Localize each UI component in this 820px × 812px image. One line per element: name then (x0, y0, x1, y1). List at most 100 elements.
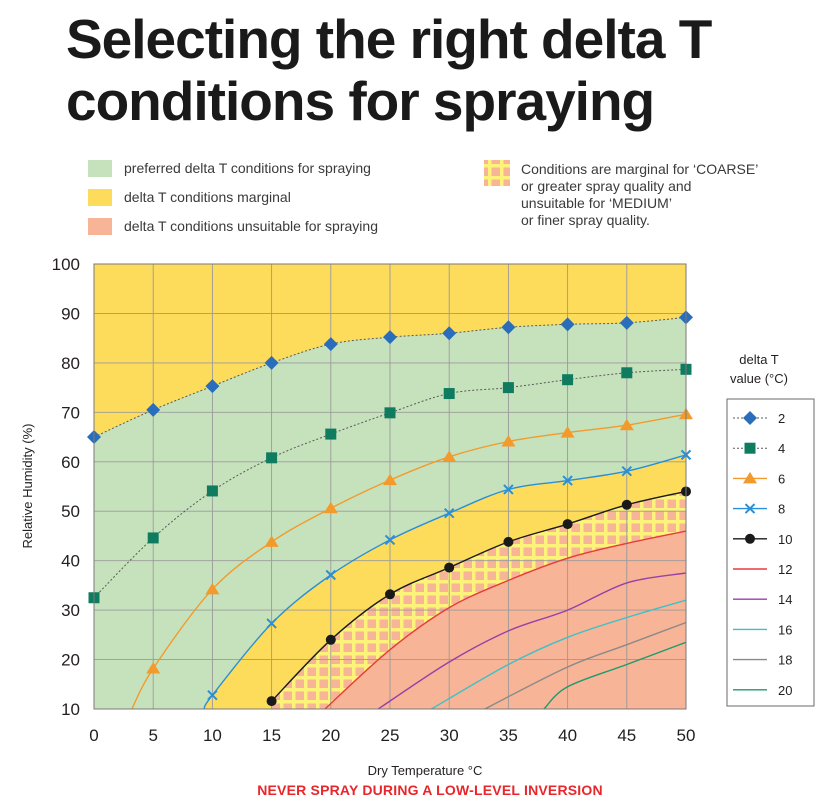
data-point-dt-2 (560, 317, 575, 332)
data-point-dt-6 (146, 661, 161, 674)
data-point-dt-6 (205, 582, 220, 595)
data-point-dt-4 (266, 452, 278, 464)
x-tick-label: 20 (321, 726, 340, 745)
legend-label-dt-10: 10 (778, 532, 792, 547)
y-tick-label: 70 (61, 403, 80, 422)
note-line-3: unsuitable for ‘MEDIUM’ (521, 195, 672, 211)
legend-label-dt-12: 12 (778, 562, 792, 577)
hatch-note: Conditions are marginal for ‘COARSE’ or … (521, 161, 811, 229)
data-point-dt-6 (560, 426, 575, 438)
legend-label-dt-8: 8 (778, 502, 785, 517)
y-tick-label: 100 (52, 255, 80, 274)
title-line-2: conditions for spraying (66, 70, 655, 132)
note-line-2: or greater spray quality and (521, 178, 692, 194)
unsuitable-region (324, 531, 686, 709)
x-axis-label: Dry Temperature °C (368, 763, 483, 778)
legend-box (726, 398, 815, 707)
x-tick-label: 30 (440, 726, 459, 745)
legend-marker-dt-6 (743, 471, 757, 484)
data-point-dt-8 (384, 534, 396, 546)
series-line-dt-8 (203, 454, 686, 709)
note-line-1: Conditions are marginal for ‘COARSE’ (521, 161, 759, 177)
data-point-dt-10 (385, 589, 395, 600)
series-line-dt-16 (431, 599, 686, 709)
y-axis-label: Relative Humidity (%) (20, 424, 35, 549)
data-point-dt-2 (323, 337, 338, 352)
y-tick-label: 10 (61, 700, 80, 719)
data-point-dt-2 (619, 315, 634, 330)
legend-marker-dt-10 (745, 533, 755, 544)
x-tick-label: 45 (617, 726, 636, 745)
data-point-dt-10 (266, 696, 277, 707)
marginal-legend-label: delta T conditions marginal (124, 189, 291, 205)
data-point-dt-2 (146, 402, 161, 417)
data-point-dt-4 (325, 428, 337, 440)
legend-label-dt-14: 14 (778, 592, 792, 607)
chart-title: Selecting the right delta T conditions f… (66, 8, 766, 132)
x-tick-label: 5 (148, 726, 157, 745)
x-tick-label: 50 (677, 726, 696, 745)
series-line-dt-20 (543, 641, 686, 709)
legend-marker-dt-4 (744, 442, 756, 454)
y-tick-label: 60 (61, 453, 80, 472)
series-line-dt-18 (484, 621, 686, 709)
title-line-1: Selecting the right delta T (66, 8, 712, 70)
data-point-dt-8 (207, 689, 218, 701)
series-line-dt-12 (324, 530, 686, 709)
data-point-dt-2 (383, 330, 397, 345)
data-point-dt-10 (562, 519, 573, 530)
y-tick-label: 20 (61, 651, 80, 670)
x-tick-label: 35 (499, 726, 518, 745)
data-point-dt-8 (621, 465, 633, 477)
preferred-legend-label: preferred delta T conditions for sprayin… (124, 160, 371, 176)
series-line-dt-14 (377, 572, 686, 709)
data-point-dt-6 (264, 535, 279, 547)
data-point-dt-4 (562, 374, 574, 386)
data-point-dt-8 (325, 569, 337, 581)
legend-marker-dt-2 (743, 411, 757, 425)
legend-label-dt-6: 6 (778, 471, 785, 486)
data-point-dt-4 (502, 382, 514, 394)
data-point-dt-4 (206, 485, 218, 497)
legend-title-line-2: value (°C) (730, 371, 788, 386)
data-point-dt-6 (323, 501, 338, 514)
x-tick-label: 15 (262, 726, 281, 745)
x-tick-label: 25 (381, 726, 400, 745)
x-tick-label: 10 (203, 726, 222, 745)
series-line-dt-6 (131, 413, 686, 709)
y-tick-label: 40 (61, 552, 80, 571)
x-tick-label: 40 (558, 726, 577, 745)
data-point-dt-4 (443, 388, 455, 400)
data-point-dt-6 (619, 418, 634, 431)
data-point-dt-2 (205, 379, 220, 394)
data-point-dt-10 (503, 536, 514, 547)
data-point-dt-2 (442, 326, 457, 341)
data-point-dt-8 (562, 475, 573, 486)
y-tick-label: 50 (61, 502, 80, 521)
legend-title-line-1: delta T (739, 352, 779, 367)
legend-label-dt-4: 4 (778, 441, 785, 456)
data-point-dt-10 (325, 634, 336, 645)
data-point-dt-10 (444, 562, 455, 573)
y-tick-label: 30 (61, 601, 80, 620)
unsuitable-legend-label: delta T conditions unsuitable for sprayi… (124, 218, 378, 234)
legend-label-dt-16: 16 (778, 622, 792, 637)
series-line-dt-4 (94, 368, 686, 599)
data-point-dt-8 (443, 507, 455, 519)
data-point-dt-2 (264, 355, 279, 370)
data-point-dt-10 (621, 499, 632, 510)
data-point-dt-8 (266, 618, 277, 629)
data-point-dt-4 (147, 532, 159, 544)
data-point-dt-6 (442, 450, 457, 462)
data-point-dt-8 (503, 484, 514, 495)
legend-label-dt-2: 2 (778, 411, 785, 426)
marginal-swatch (88, 189, 112, 206)
preferred-swatch (88, 160, 112, 177)
y-tick-label: 80 (61, 354, 80, 373)
data-point-dt-2 (501, 320, 516, 335)
unsuitable-swatch (88, 218, 112, 235)
note-line-4: or finer spray quality. (521, 212, 650, 228)
legend-marker-dt-8 (744, 503, 756, 514)
data-point-dt-6 (383, 473, 397, 486)
